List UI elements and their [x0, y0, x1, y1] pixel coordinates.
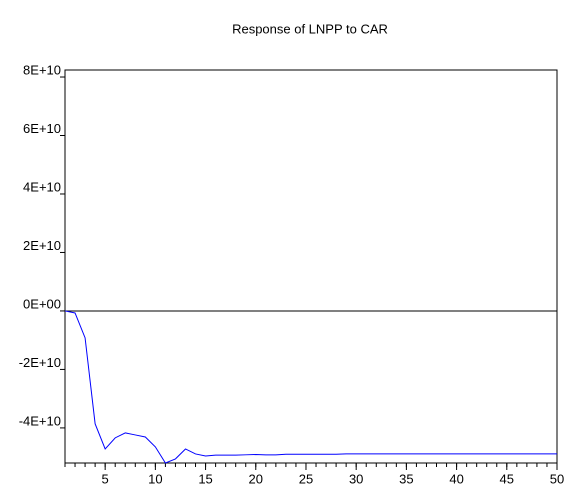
x-tick-label: 15	[198, 471, 212, 486]
y-tick-label: 0E+00	[23, 296, 61, 311]
chart-title: Response of LNPP to CAR	[232, 21, 388, 36]
x-tick-label: 40	[449, 471, 463, 486]
x-tick-label: 5	[102, 471, 109, 486]
x-tick-label: 30	[349, 471, 363, 486]
x-tick-label: 25	[299, 471, 313, 486]
x-tick-label: 10	[148, 471, 162, 486]
y-tick-label: 4E+10	[23, 179, 61, 194]
y-tick-label: 8E+10	[23, 62, 61, 77]
y-tick-label: -2E+10	[19, 355, 61, 370]
x-tick-label: 45	[500, 471, 514, 486]
plot-frame	[64, 69, 558, 464]
x-tick-label: 50	[550, 471, 564, 486]
y-tick-label: 6E+10	[23, 121, 61, 136]
y-tick-label: 2E+10	[23, 238, 61, 253]
series-line	[64, 310, 557, 464]
y-tick-label: -4E+10	[19, 413, 61, 428]
x-tick-label: 20	[249, 471, 263, 486]
x-tick-label: 35	[399, 471, 413, 486]
